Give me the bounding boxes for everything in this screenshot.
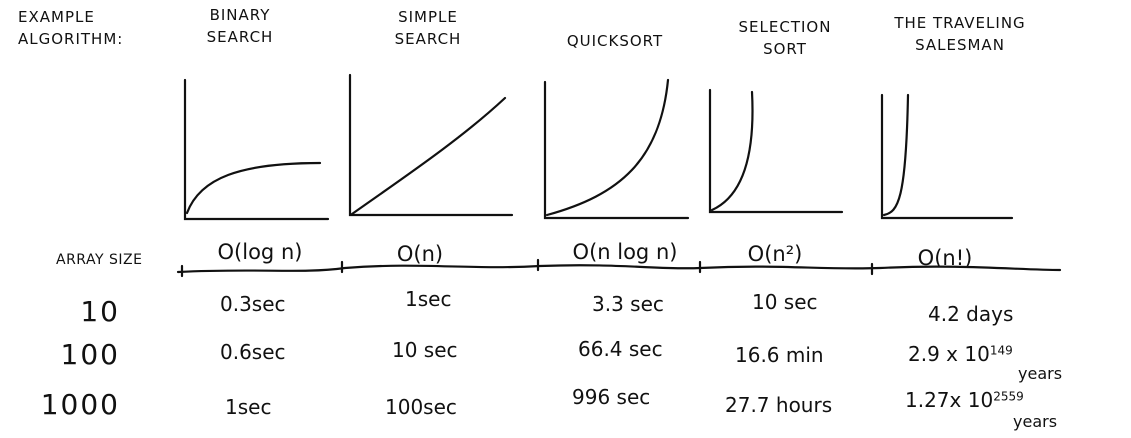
curve-n-log-n — [545, 78, 670, 217]
time-quicksort-1000: 996 sec — [572, 385, 651, 409]
graph-selection-sort — [708, 88, 844, 214]
time-tsp-100: 2.9 x 10149 years — [908, 342, 1063, 383]
array-size-1000: 1000 — [40, 388, 120, 421]
time-tsp-1000: 1.27x 102559 years — [905, 388, 1058, 431]
time-simple-100: 10 sec — [392, 338, 458, 362]
axes-simple-search — [348, 73, 514, 217]
time-binary-1000: 1sec — [225, 395, 272, 419]
array-size-label: ARRAY SIZE — [56, 252, 143, 268]
time-tsp-10: 4.2 days — [928, 302, 1014, 326]
time-simple-1000: 100sec — [385, 395, 457, 419]
header-quicksort: QUICKSORT — [566, 32, 664, 50]
header-binary-search: BINARY SEARCH — [206, 6, 274, 46]
axes-quicksort — [543, 80, 690, 220]
axes-binary-search — [183, 78, 330, 221]
time-binary-100: 0.6sec — [220, 340, 286, 364]
time-selection-10: 10 sec — [752, 290, 818, 314]
big-o-n-factorial: O(n!) — [917, 246, 973, 270]
example-algorithm-label: EXAMPLE ALGORITHM: — [18, 8, 124, 48]
curve-n — [350, 96, 507, 216]
header-simple-search: SIMPLE SEARCH — [394, 8, 462, 48]
curve-n-squared — [710, 90, 754, 212]
big-o-n: O(n) — [396, 242, 444, 266]
graph-simple-search — [348, 73, 514, 217]
header-selection-sort: SELECTION SORT — [738, 18, 832, 58]
array-size-100: 100 — [60, 338, 120, 371]
header-traveling-salesman: THE TRAVELING SALESMAN — [894, 14, 1026, 54]
graph-traveling-salesman — [880, 93, 1014, 220]
time-quicksort-100: 66.4 sec — [578, 337, 663, 361]
graph-binary-search — [183, 78, 330, 221]
big-o-log-n: O(log n) — [217, 240, 303, 264]
big-o-n-squared: O(n²) — [747, 242, 803, 266]
graph-quicksort — [543, 78, 690, 220]
big-o-n-log-n: O(n log n) — [572, 240, 678, 264]
axes-traveling-salesman — [880, 93, 1014, 220]
array-size-10: 10 — [80, 295, 120, 328]
time-simple-10: 1sec — [405, 287, 452, 311]
curve-log-n — [185, 161, 322, 215]
time-binary-10: 0.3sec — [220, 292, 286, 316]
time-quicksort-10: 3.3 sec — [592, 292, 664, 316]
time-selection-1000: 27.7 hours — [725, 393, 833, 417]
divider-line — [176, 264, 1062, 274]
curve-n-factorial — [882, 93, 910, 217]
time-selection-100: 16.6 min — [735, 343, 824, 367]
axes-selection-sort — [708, 88, 844, 214]
